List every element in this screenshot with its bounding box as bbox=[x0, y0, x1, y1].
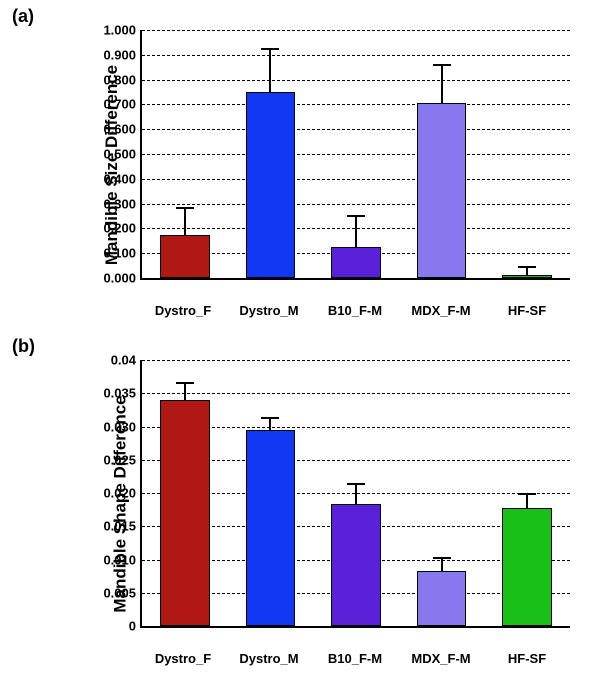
bar-Dystro_M bbox=[246, 430, 296, 626]
errorbar bbox=[184, 208, 186, 235]
ytick-label: 0.04 bbox=[111, 353, 142, 368]
panel-a-plot: 0.000 0.100 0.200 0.300 0.400 0.500 0.600 0.700… bbox=[90, 20, 580, 290]
bar-slot bbox=[142, 30, 228, 278]
ytick-label: 0.700 bbox=[103, 97, 142, 112]
bar-HF-SF bbox=[502, 508, 552, 626]
bar-slot bbox=[313, 30, 399, 278]
bar-Dystro_F bbox=[160, 235, 210, 278]
panel-b-plot-area: 00.0050.0100.0150.0200.0250.0300.0350.04 bbox=[140, 360, 570, 628]
bar-slot bbox=[484, 30, 570, 278]
xlabel: HF-SF bbox=[484, 303, 570, 318]
bar-slot bbox=[313, 360, 399, 626]
panel-a: (a) Mandible Size Difference 0.0000.1000… bbox=[0, 0, 600, 330]
ytick-label: 0.005 bbox=[103, 585, 142, 600]
xlabel: MDX_F-M bbox=[398, 303, 484, 318]
ytick-label: 0.010 bbox=[103, 552, 142, 567]
ytick-label: 0.400 bbox=[103, 171, 142, 186]
xlabel: HF-SF bbox=[484, 651, 570, 666]
ytick-label: 0.800 bbox=[103, 72, 142, 87]
panel-a-bars bbox=[142, 30, 570, 278]
errorbar bbox=[355, 484, 357, 505]
errorbar bbox=[269, 49, 271, 93]
bar-Dystro_F bbox=[160, 400, 210, 626]
xlabel: B10_F-M bbox=[312, 303, 398, 318]
xlabel: Dystro_M bbox=[226, 303, 312, 318]
errorbar bbox=[355, 216, 357, 248]
ytick-label: 0.030 bbox=[103, 419, 142, 434]
panel-b-plot: 00.0050.0100.0150.0200.0250.0300.0350.04… bbox=[90, 350, 580, 638]
bar-slot bbox=[399, 360, 485, 626]
xlabel: B10_F-M bbox=[312, 651, 398, 666]
bar-slot bbox=[399, 30, 485, 278]
ytick-label: 0.600 bbox=[103, 122, 142, 137]
bar-slot bbox=[228, 360, 314, 626]
panel-a-xlabels: Dystro_FDystro_MB10_F-MMDX_F-MHF-SF bbox=[140, 303, 570, 318]
ytick-label: 0.100 bbox=[103, 246, 142, 261]
ytick-label: 0.900 bbox=[103, 47, 142, 62]
ytick-label: 0.015 bbox=[103, 519, 142, 534]
bar-B10_F-M bbox=[331, 247, 381, 278]
ytick-label: 0.300 bbox=[103, 196, 142, 211]
ytick-label: 0.025 bbox=[103, 452, 142, 467]
panel-b-xlabels: Dystro_FDystro_MB10_F-MMDX_F-MHF-SF bbox=[140, 651, 570, 666]
errorbar bbox=[269, 418, 271, 431]
bar-MDX_F-M bbox=[417, 103, 467, 278]
bar-B10_F-M bbox=[331, 504, 381, 626]
panel-b-bars bbox=[142, 360, 570, 626]
bar-slot bbox=[484, 360, 570, 626]
ytick-label: 0.035 bbox=[103, 386, 142, 401]
ytick-label: 0 bbox=[129, 619, 142, 634]
errorbar bbox=[441, 558, 443, 572]
ytick-label: 0.000 bbox=[103, 271, 142, 286]
errorbar bbox=[184, 383, 186, 401]
bar-Dystro_M bbox=[246, 92, 296, 278]
xlabel: Dystro_F bbox=[140, 303, 226, 318]
xlabel: MDX_F-M bbox=[398, 651, 484, 666]
ytick-label: 0.500 bbox=[103, 147, 142, 162]
panel-b: (b) Mandible Shape Difference 00.0050.01… bbox=[0, 330, 600, 678]
errorbar bbox=[441, 65, 443, 104]
ytick-label: 0.200 bbox=[103, 221, 142, 236]
panel-a-label: (a) bbox=[12, 6, 34, 27]
panel-a-plot-area: 0.0000.1000.2000.3000.4000.5000.6000.700… bbox=[140, 30, 570, 280]
bar-HF-SF bbox=[502, 275, 552, 278]
panel-b-label: (b) bbox=[12, 336, 35, 357]
errorbar bbox=[526, 267, 528, 276]
errorbar bbox=[526, 494, 528, 508]
ytick-label: 1.000 bbox=[103, 23, 142, 38]
bar-slot bbox=[142, 360, 228, 626]
ytick-label: 0.020 bbox=[103, 486, 142, 501]
xlabel: Dystro_M bbox=[226, 651, 312, 666]
bar-slot bbox=[228, 30, 314, 278]
xlabel: Dystro_F bbox=[140, 651, 226, 666]
bar-MDX_F-M bbox=[417, 571, 467, 626]
